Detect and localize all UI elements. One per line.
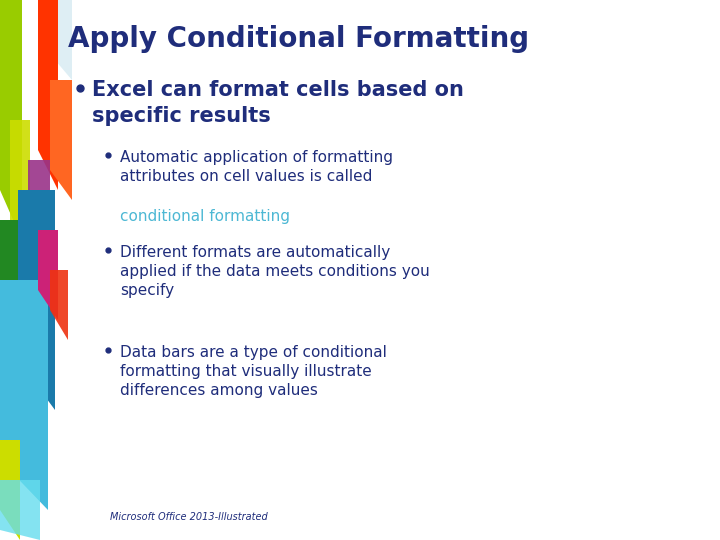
Polygon shape xyxy=(18,190,55,410)
Polygon shape xyxy=(0,0,22,240)
Polygon shape xyxy=(0,280,48,510)
Text: Excel can format cells based on
specific results: Excel can format cells based on specific… xyxy=(92,80,464,126)
Polygon shape xyxy=(28,160,50,270)
Text: Apply Conditional Formatting: Apply Conditional Formatting xyxy=(68,25,529,53)
Polygon shape xyxy=(10,120,30,250)
Polygon shape xyxy=(0,480,40,540)
Text: Automatic application of formatting
attributes on cell values is called: Automatic application of formatting attr… xyxy=(120,150,393,204)
Text: Microsoft Office 2013-Illustrated: Microsoft Office 2013-Illustrated xyxy=(110,512,268,522)
Polygon shape xyxy=(50,270,68,340)
Polygon shape xyxy=(0,440,20,540)
Polygon shape xyxy=(0,220,20,300)
Polygon shape xyxy=(55,0,72,80)
Text: Data bars are a type of conditional
formatting that visually illustrate
differen: Data bars are a type of conditional form… xyxy=(120,345,387,399)
Text: conditional formatting: conditional formatting xyxy=(120,210,290,225)
Polygon shape xyxy=(50,80,72,200)
Text: Different formats are automatically
applied if the data meets conditions you
spe: Different formats are automatically appl… xyxy=(120,245,430,299)
Polygon shape xyxy=(38,0,58,190)
Polygon shape xyxy=(38,230,58,320)
